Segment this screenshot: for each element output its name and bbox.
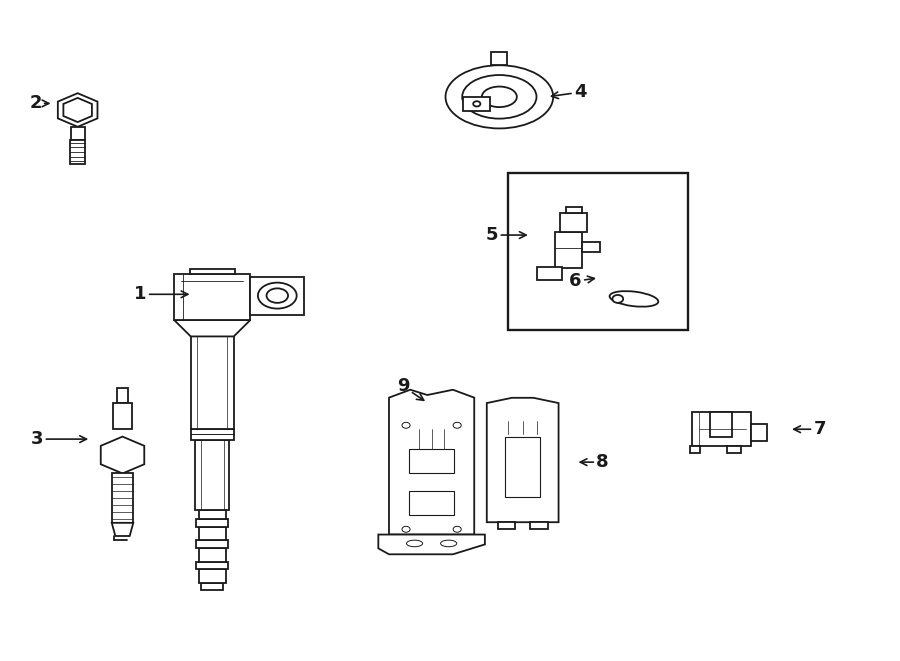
Bar [191, 428, 234, 440]
Bar [498, 522, 516, 529]
Bar [199, 510, 226, 520]
Bar [464, 97, 490, 111]
Bar [727, 446, 741, 453]
Ellipse shape [446, 65, 554, 128]
Bar [751, 424, 767, 441]
Bar [689, 446, 700, 453]
Bar [508, 173, 688, 330]
Polygon shape [174, 320, 250, 336]
Bar [112, 403, 132, 429]
Ellipse shape [407, 540, 423, 547]
Bar [530, 522, 548, 529]
Polygon shape [112, 523, 133, 536]
Ellipse shape [402, 526, 410, 532]
Bar [195, 440, 230, 510]
Bar [199, 527, 226, 541]
Bar [250, 276, 304, 315]
Bar [199, 549, 226, 562]
Bar [410, 449, 454, 473]
Polygon shape [389, 390, 474, 535]
Bar [491, 52, 508, 65]
Ellipse shape [258, 283, 297, 309]
Bar [692, 412, 751, 446]
Text: 5: 5 [486, 226, 526, 244]
Bar [410, 491, 454, 515]
Polygon shape [101, 437, 144, 473]
Bar [537, 266, 562, 280]
Ellipse shape [453, 526, 461, 532]
Ellipse shape [402, 422, 410, 428]
Bar [561, 214, 588, 232]
Bar [190, 268, 235, 274]
Ellipse shape [463, 75, 536, 118]
Bar [710, 412, 733, 437]
Text: 8: 8 [580, 453, 608, 471]
Text: 9: 9 [397, 377, 424, 401]
Bar [582, 243, 599, 252]
Text: 2: 2 [29, 95, 49, 112]
Bar [566, 207, 582, 214]
Bar [71, 127, 85, 140]
Text: 6: 6 [570, 272, 594, 290]
Ellipse shape [453, 422, 461, 428]
Bar [199, 569, 226, 582]
Ellipse shape [473, 101, 481, 106]
Text: 3: 3 [31, 430, 86, 448]
Polygon shape [63, 98, 92, 122]
Polygon shape [378, 535, 485, 555]
Polygon shape [487, 398, 559, 522]
Bar [201, 582, 223, 590]
Bar [196, 541, 229, 549]
Bar [70, 140, 86, 164]
Polygon shape [58, 93, 97, 127]
Bar [117, 389, 128, 403]
Bar [196, 520, 229, 527]
Bar [555, 232, 582, 268]
Bar [174, 274, 250, 320]
Text: 1: 1 [134, 286, 188, 303]
Bar [191, 336, 234, 428]
Ellipse shape [612, 295, 623, 303]
Ellipse shape [609, 291, 658, 307]
Text: 7: 7 [794, 420, 826, 438]
Bar [196, 562, 229, 569]
Bar [112, 473, 133, 523]
Ellipse shape [482, 87, 517, 107]
Bar [506, 437, 540, 497]
Ellipse shape [441, 540, 456, 547]
Ellipse shape [266, 288, 288, 303]
Text: 4: 4 [552, 83, 586, 101]
